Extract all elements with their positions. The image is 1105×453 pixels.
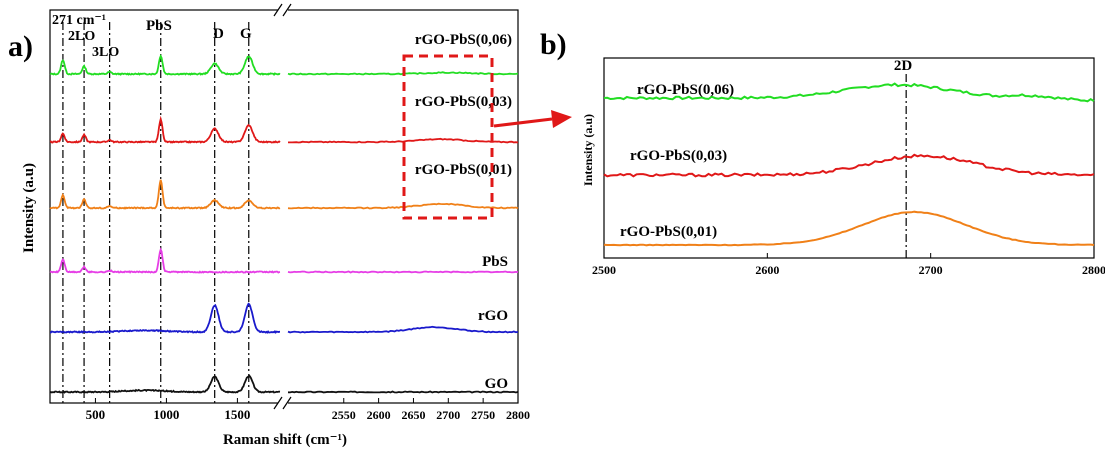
series-a-right-PbS bbox=[287, 270, 519, 274]
a-tick-label-r-4: 2750 bbox=[471, 408, 495, 422]
highlight-box bbox=[402, 54, 494, 220]
series-a-left-rGO bbox=[50, 302, 280, 334]
b-tick-label-3: 2800 bbox=[1082, 263, 1105, 277]
series-a-left-rGO-PbS(0,03) bbox=[49, 115, 281, 144]
label-pbs: PbS bbox=[482, 254, 508, 270]
a-tick-label-l-0: 500 bbox=[86, 407, 106, 422]
panel-a-ylabel: Intensity (a.u) bbox=[21, 163, 37, 253]
panel-a-frame bbox=[49, 9, 519, 404]
series-a-left-PbS bbox=[49, 247, 281, 274]
axis-break-bottom bbox=[273, 396, 292, 410]
panel-a-xlabel: Raman shift (cm⁻¹) bbox=[223, 432, 347, 448]
annot-3lo: 3LO bbox=[92, 45, 119, 60]
panel-b-label: b) bbox=[540, 28, 567, 61]
a-tick-label-r-3: 2700 bbox=[436, 408, 460, 422]
a-tick-label-r-2: 2650 bbox=[401, 408, 425, 422]
panel-b-x-ticks: 2500 2600 2700 2800 bbox=[592, 253, 1105, 277]
b-label-rgo-pbs-001: rGO-PbS(0,01) bbox=[620, 224, 717, 240]
label-rgo: rGO bbox=[478, 308, 508, 324]
series-b-rGO-PbS(0,03) bbox=[603, 153, 1095, 178]
b-label-rgo-pbs-006: rGO-PbS(0,06) bbox=[637, 82, 734, 98]
series-a-right-rGO bbox=[287, 325, 519, 334]
panel-b-plot-area bbox=[603, 74, 1095, 260]
a-tick-label-l-1: 1000 bbox=[153, 407, 179, 422]
series-a-left-GO bbox=[49, 374, 281, 394]
b-label-rgo-pbs-003: rGO-PbS(0,03) bbox=[630, 148, 727, 164]
series-a-left-rGO-PbS(0,06) bbox=[49, 54, 281, 76]
label-rgo-pbs-006: rGO-PbS(0,06) bbox=[415, 32, 512, 48]
panel-a-x-ticks: 500 1000 1500 2550 2600 2650 2700 2750 2800 bbox=[86, 398, 530, 422]
series-a-right-rGO-PbS(0,03) bbox=[288, 137, 519, 144]
a-tick-label-l-2: 1500 bbox=[224, 407, 250, 422]
series-b-rGO-PbS(0,01) bbox=[603, 210, 1095, 247]
annot-pbs: PbS bbox=[146, 18, 172, 34]
label-rgo-pbs-001: rGO-PbS(0,01) bbox=[415, 162, 512, 178]
axis-break-top bbox=[273, 3, 292, 17]
annot-2d: 2D bbox=[894, 58, 913, 74]
label-rgo-pbs-003: rGO-PbS(0,03) bbox=[415, 94, 512, 110]
a-tick-label-r-0: 2550 bbox=[332, 408, 356, 422]
a-tick-label-r-1: 2600 bbox=[367, 408, 391, 422]
series-a-right-GO bbox=[287, 390, 519, 394]
b-tick-label-1: 2600 bbox=[755, 263, 779, 277]
panel-b-axes: 2500 2600 2700 2800 Intensity (a.u) 2D rGO-… bbox=[581, 57, 1105, 277]
series-b-rGO-PbS(0,06) bbox=[603, 82, 1095, 103]
panel-b-frame bbox=[603, 57, 1095, 259]
panel-a-axes: 500 1000 1500 2550 2600 2650 2700 2750 2800 Inte… bbox=[21, 3, 530, 448]
series-a-left-rGO-PbS(0,01) bbox=[49, 179, 281, 210]
annot-271: 271 cm⁻¹ bbox=[52, 13, 106, 28]
annot-g: G bbox=[240, 26, 252, 42]
panel-a-plot-area bbox=[49, 22, 519, 403]
a-tick-label-r-5: 2800 bbox=[506, 408, 530, 422]
panel-a-label: a) bbox=[8, 30, 33, 63]
label-go: GO bbox=[485, 376, 508, 392]
annot-2lo: 2LO bbox=[68, 29, 95, 44]
annot-d: D bbox=[213, 26, 224, 42]
panel-b-ylabel: Intensity (a.u) bbox=[581, 114, 595, 186]
b-tick-label-0: 2500 bbox=[592, 263, 616, 277]
zoom-arrow bbox=[493, 110, 572, 128]
b-tick-label-2: 2700 bbox=[919, 263, 943, 277]
